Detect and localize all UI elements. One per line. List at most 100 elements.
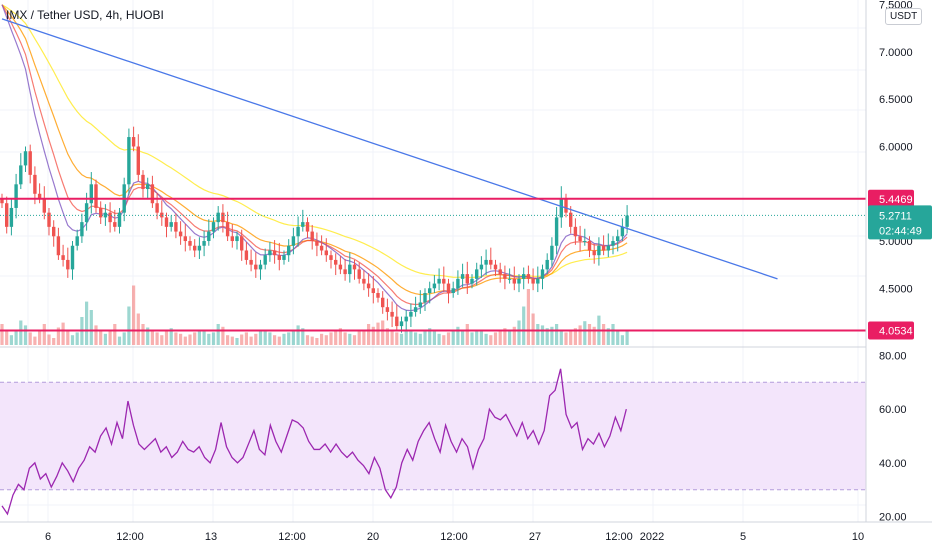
horizontal-levels[interactable]: [0, 197, 866, 332]
candle-body: [559, 198, 563, 218]
candle-body: [291, 236, 296, 246]
candle-body: [160, 212, 164, 218]
volume-bar: [498, 331, 502, 345]
currency-badge[interactable]: USDT: [885, 8, 923, 25]
volume-bar: [592, 326, 596, 345]
volume-bar: [484, 333, 488, 345]
candle-body: [522, 274, 526, 279]
time-tick-label: 6: [45, 531, 51, 543]
volume-bar: [357, 331, 361, 345]
volume-bar: [89, 310, 93, 345]
volume-bar: [174, 332, 178, 345]
volume-bar: [216, 324, 220, 345]
candle-body: [268, 250, 272, 256]
candle-body: [240, 236, 244, 251]
candle-body: [329, 255, 333, 260]
candle-body: [197, 245, 202, 251]
volume-bar: [75, 332, 79, 345]
time-axis[interactable]: 6 12:00 13 12:00 20 12:00 27 12:00 2022 5 10: [45, 531, 864, 543]
volume-bar: [503, 328, 507, 345]
volume-bar: [352, 335, 357, 345]
candle-body: [263, 255, 267, 265]
candle-body: [296, 226, 300, 237]
current-price-label: 5.2711: [879, 210, 912, 222]
volume-bar: [522, 306, 526, 345]
candle-body: [61, 255, 65, 260]
volume-bar: [66, 331, 70, 345]
volume-bar: [310, 336, 314, 345]
chart-title: IMX / Tether USD, 4h, HUOBI: [6, 8, 164, 22]
volume-bar: [56, 327, 60, 345]
candle-body: [207, 231, 211, 242]
volume-bar: [540, 325, 545, 345]
volume-bar: [5, 329, 9, 345]
volume-bar: [117, 336, 122, 345]
candle-body: [108, 212, 112, 223]
price-axis-labels: 5.4469 4.0534 5.2711 02:44:49: [868, 189, 932, 340]
candle-body: [301, 222, 305, 227]
candle-body: [554, 217, 559, 246]
volume-bar: [150, 329, 154, 345]
volume-bar: [226, 335, 230, 345]
volume-bar: [33, 336, 37, 345]
candle-body: [258, 264, 263, 270]
volume-bar: [85, 301, 89, 345]
candle-body: [423, 293, 427, 303]
volume-bar: [183, 336, 187, 345]
volume-bar: [258, 331, 263, 345]
candle-body: [371, 288, 375, 294]
price-level-label-box: [868, 189, 914, 208]
candle-body: [498, 269, 502, 275]
volume-bar: [442, 335, 446, 345]
volume-bar: [446, 332, 451, 345]
trendline[interactable]: [1, 18, 778, 280]
time-tick-label: 12:00: [440, 531, 468, 543]
candle-body: [52, 226, 56, 237]
candle-body: [428, 288, 432, 294]
volume-bar: [620, 335, 624, 345]
candle-body: [315, 241, 319, 246]
candle-body: [338, 264, 343, 270]
volume-bar: [587, 324, 592, 345]
volume-bar: [207, 333, 211, 345]
price-level-label-box: [868, 321, 914, 340]
candle-body: [244, 250, 249, 260]
volume-bar: [493, 332, 498, 345]
volume-bar: [38, 329, 42, 345]
candle-body: [33, 174, 37, 194]
candle-body: [282, 255, 286, 260]
volume-bar: [249, 336, 253, 345]
candle-body: [70, 245, 75, 270]
volume-bar: [390, 331, 394, 345]
candle-body: [202, 241, 206, 246]
volume-bar: [432, 329, 436, 345]
volume-bar: [381, 320, 385, 345]
candle-body: [47, 212, 51, 227]
candle-body: [606, 245, 610, 251]
volume-bar: [508, 329, 512, 345]
volume-bar: [545, 328, 549, 345]
volume-bar: [536, 324, 540, 345]
time-tick-label: 10: [852, 531, 864, 543]
candle-body: [578, 236, 582, 242]
volume-bar: [188, 334, 192, 345]
candle-body: [390, 311, 394, 317]
price-level-label: 5.4469: [879, 194, 913, 206]
volume-bar: [385, 328, 389, 345]
rsi-axis[interactable]: 80.00 60.00 40.00 20.00: [879, 350, 907, 523]
candle-body: [362, 278, 366, 284]
volume-bar: [273, 335, 277, 345]
candle-body: [442, 278, 446, 284]
rsi-line: [1, 368, 627, 516]
volume-bar: [451, 331, 455, 345]
volume-bar: [301, 328, 305, 345]
volume-bar: [0, 324, 4, 345]
candle-body: [277, 255, 281, 260]
volume-bar: [362, 329, 366, 345]
candle-body: [230, 236, 234, 242]
candle-body: [493, 264, 498, 270]
candle-body: [526, 274, 531, 279]
volume-bar: [475, 331, 479, 345]
